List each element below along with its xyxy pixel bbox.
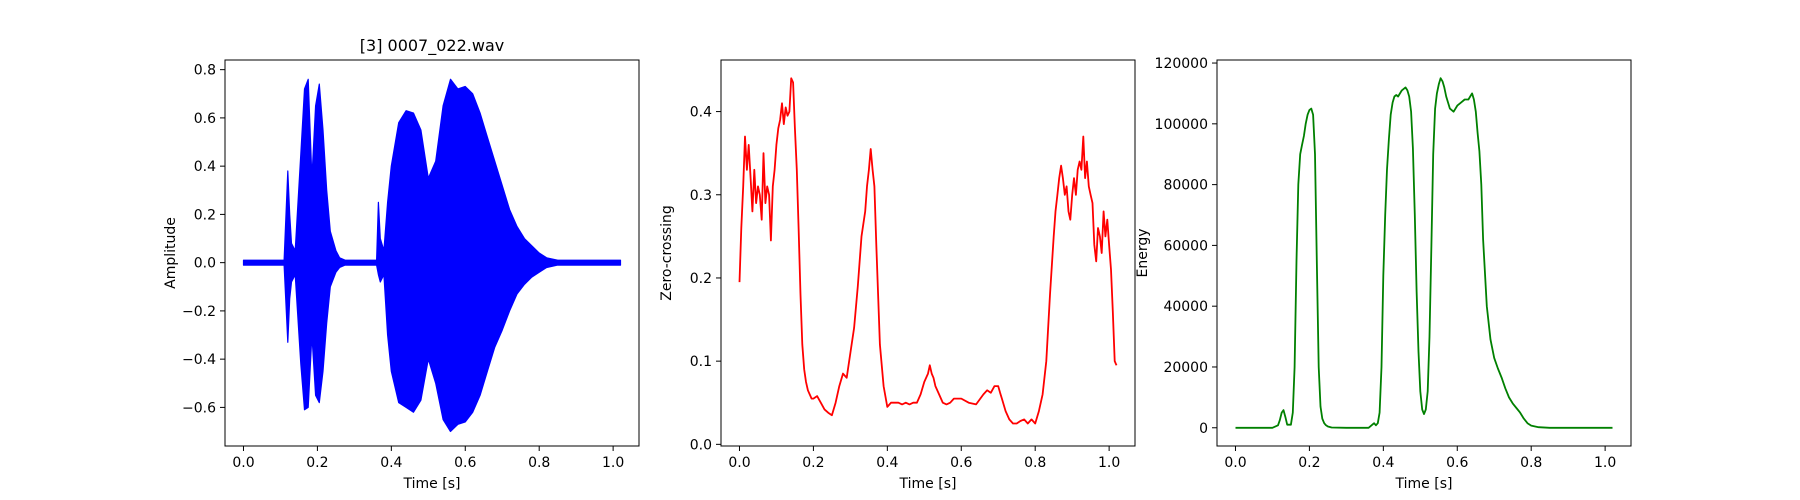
y-tick-label: −0.6	[182, 400, 216, 416]
x-tick-label: 0.0	[232, 455, 254, 471]
energy-plot: 0.0 0.2 0.4 0.6 0.8 1.0 0 20000 40000 60000 80000 1…	[1135, 56, 1632, 492]
axes-frame	[224, 59, 640, 447]
y-tick-label: 60000	[1163, 238, 1208, 254]
y-axis-label: Energy	[1135, 228, 1151, 277]
y-tick-label: 80000	[1163, 178, 1208, 194]
y-tick-label: −0.2	[182, 304, 216, 320]
y-axis-label: Zero-crossing	[659, 205, 675, 300]
y-tick-label: 0.2	[690, 271, 712, 287]
x-tick-label: 0.2	[306, 455, 328, 471]
y-tick-label: 40000	[1163, 299, 1208, 315]
y-tick-label: 0.2	[194, 207, 216, 223]
zero-crossing-series	[738, 77, 1118, 425]
y-tick-label: 0.0	[690, 437, 712, 453]
y-tick-label: 0.1	[690, 354, 712, 370]
x-axis-label: Time [s]	[1395, 476, 1453, 492]
x-tick-label: 0.0	[1224, 455, 1246, 471]
axes-frame	[1216, 59, 1632, 447]
y-axis-label: Amplitude	[163, 217, 179, 289]
x-tick-label: 0.6	[1446, 455, 1468, 471]
y-tick-label: 120000	[1155, 56, 1208, 72]
x-tick-label: 0.6	[454, 455, 476, 471]
y-tick-label: 0.3	[690, 188, 712, 204]
x-tick-label: 1.0	[1594, 455, 1616, 471]
y-tick-label: 0	[1199, 421, 1208, 437]
y-tick-label: 0.4	[690, 105, 712, 121]
x-tick-label: 0.8	[528, 455, 550, 471]
waveform-series	[242, 78, 622, 433]
y-tick-label: 0.6	[194, 111, 216, 127]
axes-frame	[720, 59, 1136, 447]
y-tick-label: 0.4	[194, 159, 216, 175]
y-tick-label: −0.4	[182, 352, 216, 368]
y-tick-label: 20000	[1163, 360, 1208, 376]
x-axis-label: Time [s]	[899, 476, 957, 492]
x-tick-label: 1.0	[1098, 455, 1120, 471]
chart-title: [3] 0007_022.wav	[360, 36, 504, 56]
x-tick-label: 0.4	[1372, 455, 1394, 471]
x-tick-label: 0.2	[802, 455, 824, 471]
y-tick-label: 100000	[1155, 117, 1208, 133]
x-tick-label: 0.4	[380, 455, 402, 471]
waveform-plot: 0.0 0.2 0.4 0.6 0.8 1.0 −0.6 −0.4 −0.2 0.0 0.2 0.4 0…	[163, 36, 640, 492]
x-tick-label: 0.0	[728, 455, 750, 471]
x-tick-label: 1.0	[602, 455, 624, 471]
x-tick-label: 0.8	[1520, 455, 1542, 471]
x-tick-label: 0.4	[876, 455, 898, 471]
energy-series	[1235, 77, 1613, 429]
x-axis-label: Time [s]	[403, 476, 461, 492]
y-tick-label: 0.0	[194, 256, 216, 272]
y-tick-label: 0.8	[194, 63, 216, 79]
x-tick-label: 0.6	[950, 455, 972, 471]
x-tick-label: 0.8	[1024, 455, 1046, 471]
x-tick-label: 0.2	[1298, 455, 1320, 471]
